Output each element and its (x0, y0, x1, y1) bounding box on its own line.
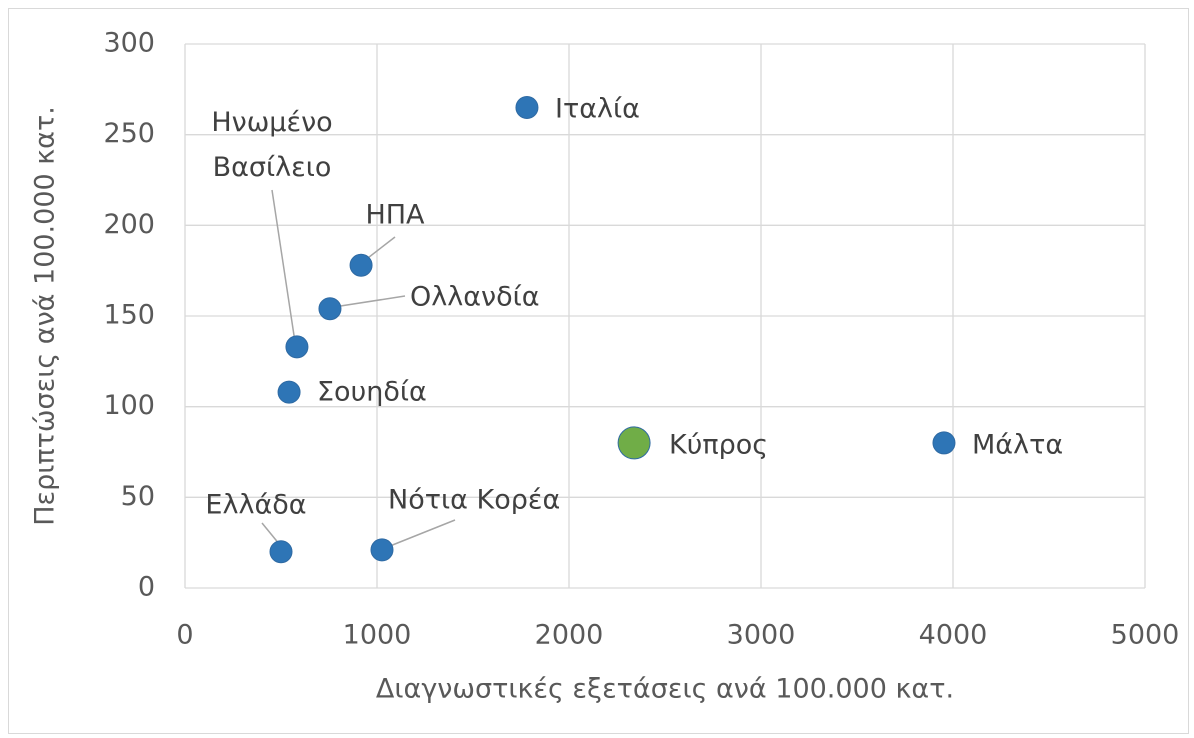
point (269, 540, 293, 564)
x-tick-label: 5000 (1111, 620, 1180, 651)
y-tick-label: 100 (103, 390, 155, 421)
data-label: Νότια Κορέα (388, 485, 560, 516)
data-label: Ηνωμένο Βασίλειο (211, 107, 333, 183)
y-tick-label: 250 (103, 118, 155, 149)
y-tick-label: 300 (103, 28, 155, 59)
data-label: Ολλανδία (410, 282, 540, 313)
x-tick-label: 4000 (919, 620, 988, 651)
x-tick-label: 3000 (727, 620, 796, 651)
y-axis-title: Περιπτώσεις ανά 100.000 κατ. (30, 106, 61, 526)
point (617, 426, 651, 460)
y-tick-label: 150 (103, 300, 155, 331)
point (349, 253, 373, 277)
point (285, 335, 309, 359)
leader-line (333, 295, 406, 308)
point (277, 380, 301, 404)
chart-frame (8, 8, 1189, 734)
leader-line (271, 189, 296, 343)
point (370, 538, 394, 562)
leader-line (384, 519, 456, 549)
point (932, 431, 956, 455)
data-label: Ελλάδα (205, 490, 306, 521)
point (515, 95, 539, 119)
x-axis-title: Διαγνωστικές εξετάσεις ανά 100.000 κατ. (376, 674, 954, 705)
data-label: Ιταλία (555, 94, 640, 125)
data-label: Μάλτα (972, 430, 1063, 461)
y-tick-label: 50 (121, 481, 155, 512)
x-tick-label: 2000 (535, 620, 604, 651)
data-label: Κύπρος (669, 430, 768, 461)
data-label-text: Ηνωμένο Βασίλειο (211, 107, 333, 183)
x-tick-label: 1000 (343, 620, 412, 651)
leader-line (363, 236, 396, 262)
point (318, 297, 342, 321)
data-label: Σουηδία (317, 377, 427, 408)
data-label: ΗΠΑ (365, 200, 425, 231)
y-tick-label: 0 (138, 572, 155, 603)
x-tick-label: 0 (176, 620, 193, 651)
y-tick-label: 200 (103, 209, 155, 240)
